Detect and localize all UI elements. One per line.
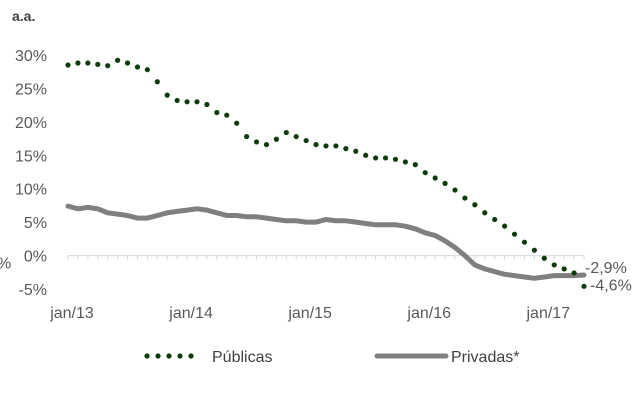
data-point-publicas [75, 60, 81, 66]
data-point-publicas [293, 133, 299, 140]
data-point-publicas [353, 148, 359, 154]
data-point-publicas [432, 175, 438, 181]
data-point-publicas [214, 109, 220, 116]
data-point-publicas [502, 223, 508, 229]
y-tick-label: -5% [19, 282, 47, 299]
y-tick-label: 25% [15, 81, 47, 98]
data-point-publicas [164, 92, 170, 98]
data-point-publicas [263, 141, 270, 148]
data-point-publicas [482, 210, 488, 216]
data-point-publicas [134, 64, 141, 70]
y-tick-label: 20% [15, 115, 47, 132]
data-point-publicas [105, 63, 111, 69]
data-point-publicas [184, 99, 190, 105]
end-label-publicas: -4,6% [590, 277, 632, 294]
data-point-publicas [224, 112, 230, 118]
data-point-publicas [283, 129, 289, 136]
data-point-publicas [65, 62, 71, 68]
data-point-publicas [442, 180, 448, 186]
data-point-publicas [194, 99, 200, 105]
data-point-publicas [452, 187, 458, 193]
data-point-publicas [382, 155, 389, 161]
data-point-publicas [253, 139, 260, 145]
y-tick-label: 15% [15, 148, 47, 165]
data-point-publicas [244, 133, 250, 140]
x-tick-label: jan/17 [526, 305, 571, 322]
legend-swatch-publicas [188, 353, 194, 359]
data-point-publicas [402, 159, 408, 165]
data-point-publicas [303, 137, 309, 144]
data-point-publicas [492, 216, 498, 223]
legend-swatch-publicas [155, 353, 161, 359]
data-point-publicas [581, 283, 587, 289]
legend-label-privadas: Privadas* [451, 349, 519, 366]
data-point-publicas [323, 143, 329, 149]
data-point-publicas [551, 262, 557, 268]
x-tick-label: jan/14 [168, 305, 213, 322]
data-point-publicas [154, 79, 160, 85]
data-point-publicas [571, 270, 577, 276]
data-point-publicas [412, 162, 418, 168]
legend-swatch-publicas [177, 353, 183, 359]
y-axis-unit-label: a.a. [12, 8, 36, 24]
x-tick-label: jan/15 [287, 305, 332, 322]
data-point-publicas [511, 231, 518, 237]
x-tick-label: jan/16 [406, 305, 451, 322]
legend-swatch-publicas [166, 353, 172, 359]
data-point-publicas [373, 155, 379, 161]
data-point-publicas [363, 152, 369, 158]
data-point-publicas [531, 247, 537, 253]
data-point-publicas [124, 60, 131, 66]
x-tick-label: jan/13 [49, 305, 94, 322]
series-line-privadas [65, 203, 587, 281]
data-point-publicas [95, 61, 101, 67]
data-point-publicas [234, 120, 240, 126]
data-point-publicas [521, 239, 528, 245]
data-point-publicas [144, 67, 150, 73]
data-point-publicas [462, 195, 468, 201]
end-label-privadas: -2,9% [585, 260, 627, 277]
data-point-publicas [561, 266, 567, 272]
data-point-publicas [343, 146, 349, 152]
data-point-publicas [333, 143, 339, 149]
data-point-publicas [115, 57, 121, 63]
data-point-publicas [422, 170, 428, 176]
y-tick-label: 30% [15, 48, 47, 65]
data-point-publicas [174, 97, 180, 104]
data-point-publicas [313, 141, 319, 148]
data-point-publicas [204, 101, 210, 108]
data-point-publicas [85, 60, 91, 66]
data-point-publicas [273, 136, 279, 142]
data-point-publicas [392, 156, 399, 162]
y-tick-label: 0% [24, 249, 47, 266]
legend-swatch-publicas [144, 353, 150, 359]
y-tick-label: 5% [24, 215, 47, 232]
truncated-label: % [0, 256, 11, 273]
data-point-publicas [472, 202, 478, 208]
legend-label-publicas: Públicas [212, 349, 272, 366]
data-point-publicas [541, 255, 547, 261]
y-tick-label: 10% [15, 182, 47, 199]
